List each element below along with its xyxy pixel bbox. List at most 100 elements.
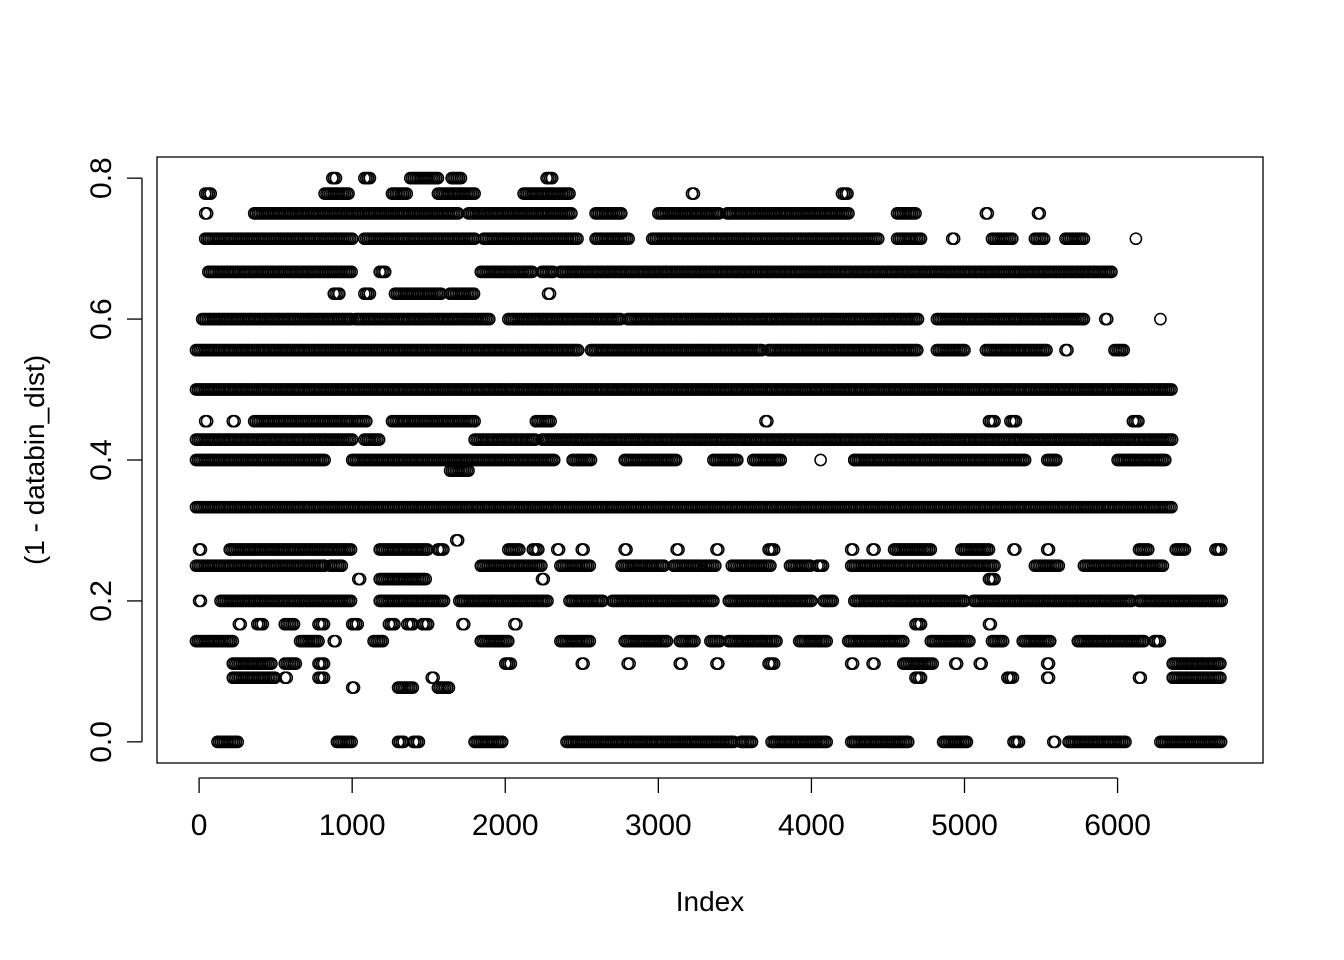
data-point <box>329 171 343 185</box>
data-point <box>344 594 358 608</box>
data-point <box>767 543 781 556</box>
data-point <box>571 232 584 246</box>
data-point <box>958 343 971 357</box>
data-point <box>563 187 576 200</box>
data-point <box>437 543 450 556</box>
plot-frame <box>156 156 1264 764</box>
data-point <box>1141 543 1155 556</box>
data-point <box>531 543 545 556</box>
data-point <box>1165 433 1179 446</box>
data-point <box>708 559 722 573</box>
data-point <box>482 312 496 326</box>
data-point <box>431 171 445 185</box>
data-point <box>1077 312 1091 326</box>
data-point <box>419 572 433 586</box>
data-point <box>914 232 928 246</box>
data-point <box>332 287 346 301</box>
data-point <box>342 187 355 200</box>
data-point <box>1156 559 1170 573</box>
data-point <box>1042 543 1056 556</box>
data-point <box>868 543 881 556</box>
data-point <box>1158 453 1172 467</box>
data-point <box>204 187 218 200</box>
data-point <box>1132 414 1145 428</box>
data-point <box>911 312 925 326</box>
data-point <box>363 171 377 185</box>
data-point <box>694 559 708 573</box>
data-point <box>454 171 468 185</box>
data-point <box>1008 543 1022 556</box>
data-point <box>947 232 961 246</box>
data-point <box>359 414 373 428</box>
data-point <box>512 543 526 556</box>
data-point <box>814 453 827 467</box>
data-point <box>583 559 597 573</box>
data-point <box>194 594 208 608</box>
data-point <box>200 207 214 220</box>
data-point <box>924 543 938 556</box>
data-point <box>988 572 1001 586</box>
data-point <box>622 232 635 246</box>
data-point <box>1165 383 1178 396</box>
data-point <box>846 543 860 556</box>
data-point <box>543 287 557 301</box>
data-point <box>318 453 331 467</box>
data-point <box>982 543 996 556</box>
data-point <box>378 265 392 279</box>
data-point <box>842 207 855 220</box>
data-point <box>571 343 585 357</box>
data-point <box>1077 232 1091 246</box>
data-point <box>1052 559 1066 573</box>
data-point <box>730 453 744 467</box>
data-point <box>816 559 830 573</box>
data-point <box>541 594 554 608</box>
data-point <box>537 572 551 586</box>
data-point <box>228 414 241 428</box>
data-point <box>345 232 359 246</box>
data-point <box>194 543 208 556</box>
data-point <box>451 533 465 547</box>
data-point <box>672 543 685 556</box>
data-point <box>871 232 885 246</box>
data-point <box>437 594 451 608</box>
data-point <box>687 187 701 200</box>
data-point <box>1005 232 1019 246</box>
data-point <box>1129 232 1143 246</box>
data-point <box>462 464 475 477</box>
data-point <box>528 433 542 446</box>
data-point <box>1037 232 1051 246</box>
data-point <box>545 171 559 185</box>
data-point <box>547 453 561 467</box>
data-point <box>841 187 854 200</box>
data-point <box>1049 453 1063 467</box>
data-point <box>909 207 922 220</box>
data-point <box>335 559 349 573</box>
data-point <box>468 187 481 200</box>
data-point <box>910 343 924 357</box>
data-point <box>620 543 633 556</box>
data-point <box>1154 312 1167 326</box>
data-point <box>1100 312 1114 326</box>
data-point <box>584 453 598 467</box>
data-point <box>1117 343 1131 357</box>
data-point <box>614 207 628 220</box>
data-point <box>535 559 548 573</box>
data-point <box>711 543 725 556</box>
data-point <box>1214 543 1228 556</box>
data-point <box>988 414 1001 428</box>
data-point <box>981 207 995 220</box>
data-point <box>372 433 386 446</box>
data-point <box>1018 453 1032 467</box>
data-point <box>764 559 777 573</box>
data-point <box>669 453 683 467</box>
data-point <box>421 543 434 556</box>
data-point <box>988 559 1001 573</box>
data-point <box>345 433 359 446</box>
data-point <box>1061 343 1074 357</box>
data-point <box>760 414 774 428</box>
data-point <box>565 207 578 220</box>
data-point <box>1033 207 1047 220</box>
data-point <box>344 543 358 556</box>
data-point <box>451 207 465 220</box>
